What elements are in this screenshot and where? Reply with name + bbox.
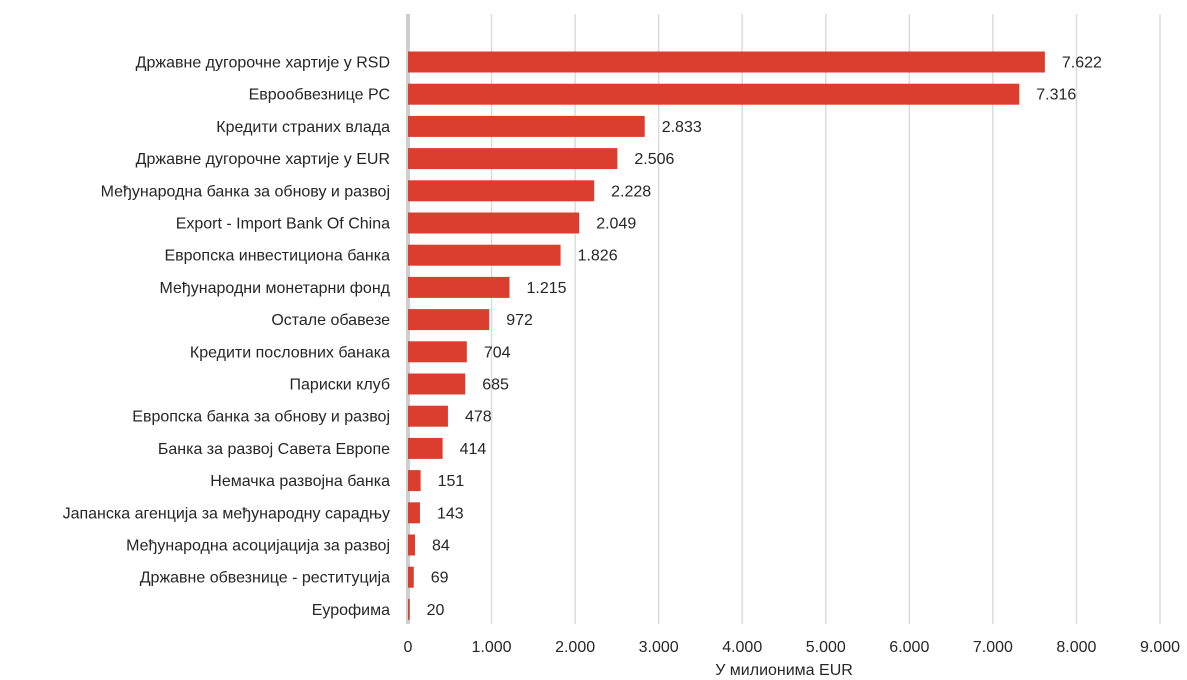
x-tick-label: 5.000 <box>806 639 846 656</box>
bar <box>408 51 1045 73</box>
category-label: Остале обавезе <box>271 312 390 329</box>
bar <box>408 148 618 170</box>
x-tick-label: 6.000 <box>889 639 929 656</box>
value-label: 2.228 <box>611 183 651 200</box>
bar <box>408 598 410 620</box>
value-label: 1.826 <box>578 248 618 265</box>
category-label: Европска банка за обнову и развој <box>132 409 390 426</box>
value-label: 2.049 <box>596 216 636 233</box>
value-label: 478 <box>465 409 492 426</box>
value-label: 20 <box>427 602 445 619</box>
bar <box>408 405 448 427</box>
x-tick-label: 0 <box>404 639 413 656</box>
x-tick-label: 9.000 <box>1140 639 1180 656</box>
bar <box>408 566 414 588</box>
bar <box>408 341 467 363</box>
category-label: Међународни монетарни фонд <box>159 280 390 297</box>
x-tick-label: 4.000 <box>722 639 762 656</box>
bar <box>408 212 580 234</box>
x-tick-label: 8.000 <box>1056 639 1096 656</box>
category-label: Кредити страних влада <box>216 119 390 136</box>
bar <box>408 437 443 459</box>
bar <box>408 115 645 137</box>
value-label: 414 <box>460 441 487 458</box>
value-label: 685 <box>482 377 509 394</box>
value-label: 1.215 <box>527 280 567 297</box>
category-labels: Државне дугорочне хартије у RSD Еврообвез… <box>63 55 391 619</box>
category-label: Export - Import Bank Of China <box>176 216 390 233</box>
x-tick-label: 7.000 <box>973 639 1013 656</box>
bar <box>408 502 420 524</box>
bar <box>408 373 466 395</box>
category-label: Кредити пословних банака <box>190 344 390 361</box>
value-label: 972 <box>506 312 533 329</box>
value-labels: 7.622 7.316 2.833 2.506 2.228 2.049 1.826 1.215… <box>427 55 1102 619</box>
category-label: Државне дугорочне хартије у RSD <box>136 55 390 72</box>
category-label: Европска инвестициона банка <box>164 248 390 265</box>
x-tick-label: 3.000 <box>639 639 679 656</box>
category-label: Државне дугорочне хартије у EUR <box>136 151 390 168</box>
value-label: 704 <box>484 344 511 361</box>
category-label: Немачка развојна банка <box>210 473 390 490</box>
value-label: 2.506 <box>634 151 674 168</box>
category-label: Париски клуб <box>290 377 390 394</box>
value-label: 69 <box>431 570 449 587</box>
category-label: Еврообвезнице РС <box>249 87 390 104</box>
value-label: 2.833 <box>662 119 702 136</box>
bar <box>408 276 510 298</box>
value-label: 84 <box>432 538 450 555</box>
x-tick-label: 2.000 <box>555 639 595 656</box>
category-label: Државне обвезнице - реституција <box>140 570 390 587</box>
bar <box>408 180 595 202</box>
bar <box>408 470 421 492</box>
category-label: Јапанска агенција за међународну сарадњу <box>63 505 390 522</box>
value-label: 151 <box>438 473 465 490</box>
x-axis-title: У милионима EUR <box>715 662 853 679</box>
category-label: Међународна асоцијација за развој <box>126 538 390 555</box>
value-label: 143 <box>437 505 464 522</box>
bar <box>408 244 561 266</box>
bars <box>408 51 1045 620</box>
bar <box>408 534 416 556</box>
x-tick-labels: 0 1.000 2.000 3.000 4.000 5.000 6.000 7.000 8.00… <box>404 639 1181 656</box>
value-label: 7.316 <box>1036 87 1076 104</box>
bar <box>408 83 1020 105</box>
bar <box>408 309 490 331</box>
category-label: Банка за развој Савета Европе <box>158 441 390 458</box>
category-label: Међународна банка за обнову и развој <box>101 183 390 200</box>
value-label: 7.622 <box>1062 55 1102 72</box>
x-tick-label: 1.000 <box>472 639 512 656</box>
category-label: Еурофима <box>312 602 390 619</box>
